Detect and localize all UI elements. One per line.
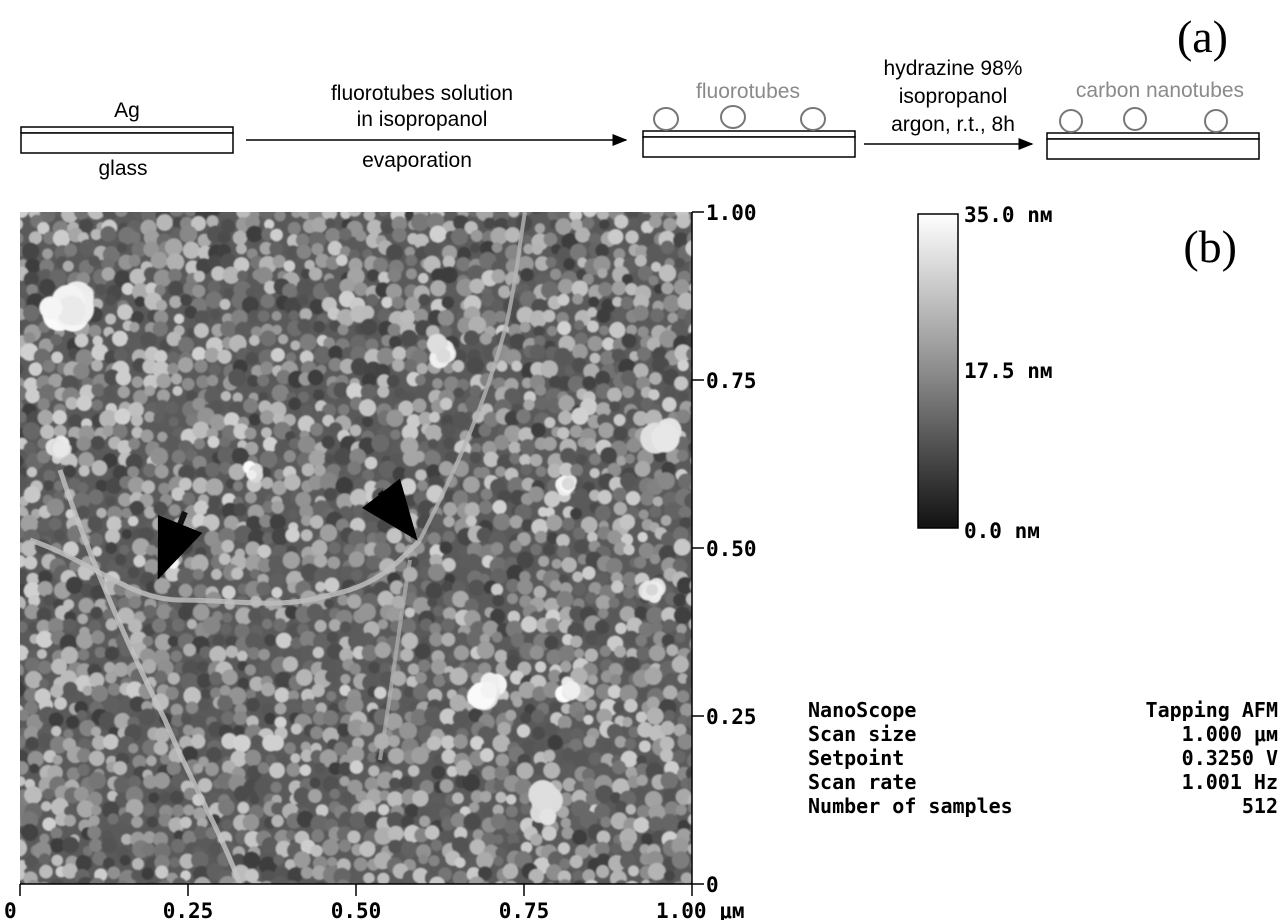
step2-text-line1: hydrazine 98% xyxy=(884,57,1023,80)
x-tick-label: 0.50 xyxy=(331,899,382,920)
fluorotube-circle xyxy=(800,107,826,131)
scan-info-value: 1.000 μм xyxy=(1182,722,1278,746)
substrate-stage-3 xyxy=(1046,107,1260,160)
nanotube-pointer-arrow xyxy=(361,478,418,541)
colorbar-mid-label: 17.5 nм xyxy=(964,359,1053,383)
scan-info-value: 1.001 Hz xyxy=(1182,770,1278,794)
afm-image xyxy=(20,212,692,884)
step1-evaporation: evaporation xyxy=(362,149,472,172)
y-tick-label: 1.00 xyxy=(706,201,757,225)
nanotube-strand xyxy=(378,559,412,761)
y-tick-label: 0.75 xyxy=(706,369,757,393)
step1-text-line2: in isopropanol xyxy=(357,108,488,131)
scan-info-value: Tapping AFM xyxy=(1146,698,1278,722)
y-tick-label: 0.50 xyxy=(706,537,757,561)
nanotube-strand xyxy=(29,537,422,606)
scan-info-key: NanoScope xyxy=(808,698,916,722)
y-tick-label: 0 xyxy=(706,873,719,897)
step2-text-line2: isopropanol xyxy=(899,85,1008,108)
nanotube-circle xyxy=(1059,109,1083,133)
panel-a-label: (a) xyxy=(1177,11,1228,62)
fluorotubes-label: fluorotubes xyxy=(696,80,800,103)
step1-text-line1: fluorotubes solution xyxy=(331,82,513,105)
nanotube-strand xyxy=(57,469,243,884)
colorbar-min-label: 0.0 nм xyxy=(964,519,1040,543)
x-tick-label: 0.25 xyxy=(163,899,214,920)
nanotube-circle xyxy=(1123,107,1147,131)
scan-info-value: 0.3250 V xyxy=(1182,746,1278,770)
scan-info-key: Number of samples xyxy=(808,794,1013,818)
x-tick-group: 0 0.25 0.50 0.75 1.00 μм xyxy=(4,884,745,920)
scan-info-value: 512 xyxy=(1242,794,1278,818)
nanotube-strand xyxy=(418,212,527,541)
substrate-stage-1 xyxy=(20,126,234,154)
nanotube-circle xyxy=(1204,109,1228,133)
scan-info-key: Scan size xyxy=(808,722,916,746)
fluorotube-circle xyxy=(653,107,679,131)
scan-info-key: Setpoint xyxy=(808,746,904,770)
colorbar-max-label: 35.0 nм xyxy=(964,203,1053,227)
step2-text-line3: argon, r.t., 8h xyxy=(891,113,1015,136)
x-tick-label: 1.00 μм xyxy=(656,899,745,920)
scan-info-table: NanoScope Tapping AFM Scan size 1.000 μм Set… xyxy=(808,698,1278,818)
y-tick-label: 0.25 xyxy=(706,705,757,729)
x-tick-label: 0 xyxy=(4,899,17,920)
carbon-nanotubes-label: carbon nanotubes xyxy=(1076,79,1244,102)
scan-info-key: Scan rate xyxy=(808,770,916,794)
height-colorbar xyxy=(917,213,959,529)
fluorotube-circle xyxy=(720,105,746,129)
glass-layer-label: glass xyxy=(98,157,147,180)
substrate-stage-2 xyxy=(642,105,856,158)
ag-layer-label: Ag xyxy=(114,99,140,122)
x-tick-label: 0.75 xyxy=(499,899,550,920)
nanotube-pointer-arrow xyxy=(157,510,203,580)
panel-b-label: (b) xyxy=(1183,221,1237,272)
y-tick-group: 1.00 0.75 0.50 0.25 0 xyxy=(692,201,757,897)
